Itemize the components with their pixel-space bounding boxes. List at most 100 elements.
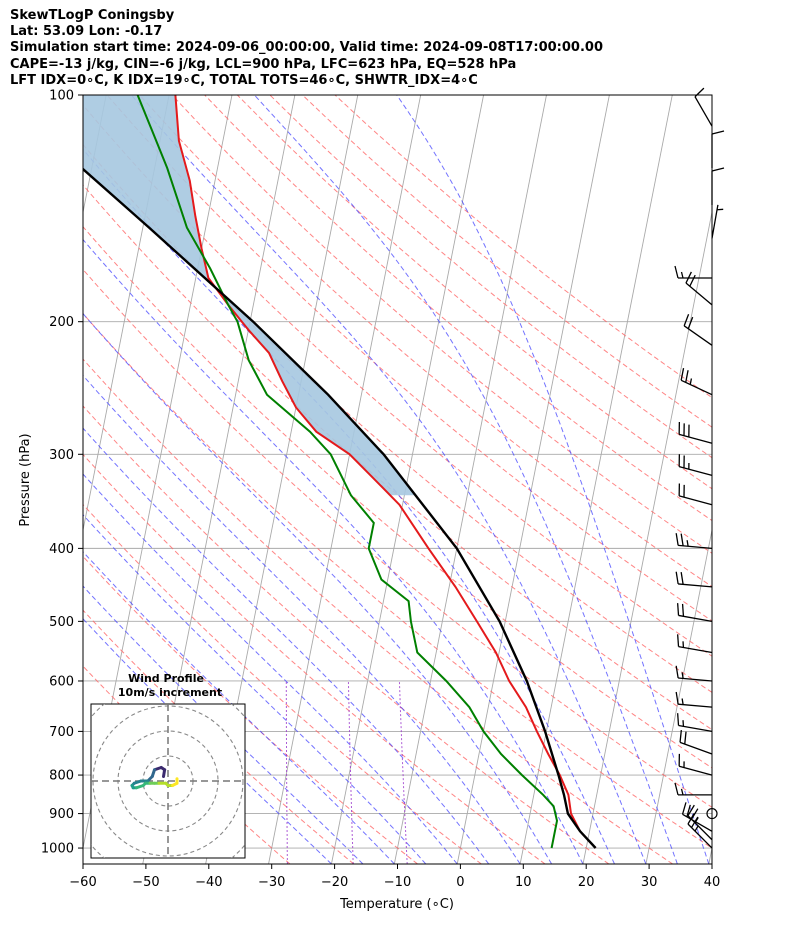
moist-adiabat-line — [83, 427, 490, 864]
moist-adiabat-line — [83, 312, 553, 864]
barb-staff — [678, 433, 713, 444]
hodograph-rings — [91, 704, 245, 858]
dry-adiabat-line — [83, 609, 355, 864]
x-tick-label: 40 — [704, 875, 721, 890]
dry-adiabat-line — [83, 358, 673, 864]
dry-adiabat-line — [236, 95, 712, 490]
barb-staff — [678, 765, 713, 776]
inset-subtitle: 10m/s increment — [118, 686, 222, 699]
dry-adiabat-line — [83, 555, 418, 864]
dry-adiabat-line — [106, 95, 712, 622]
barb-staff — [678, 645, 713, 654]
wind-barbs — [674, 87, 725, 849]
barb-staff — [678, 583, 713, 588]
barb-staff — [678, 724, 713, 733]
moist-adiabat-line — [83, 473, 458, 864]
barb-flag — [683, 314, 690, 327]
cape-line: CAPE=-13 j/kg, CIN=-6 j/kg, LCL=900 hPa,… — [10, 56, 517, 72]
wind-barb — [706, 807, 718, 820]
wind-barb — [679, 729, 713, 755]
wind-barb — [674, 782, 712, 796]
y-tick-label: 300 — [49, 448, 74, 463]
dry-adiabat-line — [139, 95, 712, 588]
barb-staff — [678, 703, 713, 708]
barb-flag — [687, 804, 695, 817]
barb-half-flag — [681, 698, 684, 705]
wind-barb — [694, 87, 713, 127]
x-tick-label: 0 — [456, 875, 464, 890]
hodograph-trace — [130, 766, 179, 790]
barb-flag — [684, 731, 687, 745]
x-tick-label: −20 — [321, 875, 348, 890]
wind-barb — [678, 454, 713, 477]
wind-barb — [674, 265, 712, 279]
y-tick-label: 1000 — [41, 842, 74, 857]
barb-flag — [687, 316, 694, 329]
barb-flag — [711, 130, 725, 135]
barb-staff — [694, 96, 713, 127]
barb-staff — [682, 813, 713, 832]
chart-header: SkewTLogP Coningsby Lat: 53.09 Lon: -0.1… — [10, 8, 603, 89]
barb-half-flag — [689, 378, 693, 385]
wind-barb — [675, 571, 713, 588]
moist-adiabat-line — [83, 585, 364, 864]
dry-adiabat-line — [83, 184, 712, 731]
x-axis-label: Temperature (∘C) — [339, 897, 454, 912]
isotherm-line — [772, 95, 794, 864]
barb-staff — [678, 495, 713, 506]
y-axis-label: Pressure (hPa) — [18, 433, 33, 526]
barb-staff — [678, 677, 713, 682]
barb-flag — [690, 808, 699, 820]
dry-adiabat-line — [83, 503, 482, 864]
barb-half-flag — [680, 788, 684, 796]
barb-staff — [678, 614, 713, 622]
wind-barb — [681, 802, 713, 832]
chart-title: SkewTLogP Coningsby — [10, 8, 175, 23]
barb-staff — [678, 465, 713, 477]
wind-barb — [675, 665, 713, 682]
x-axis-ticks: −60 −50 −40 −30 −20 −10 0 10 20 30 40 — [69, 864, 720, 890]
barb-flag — [711, 167, 725, 172]
barb-flag — [679, 729, 682, 743]
wind-barb — [676, 603, 713, 622]
barb-staff — [711, 204, 719, 239]
barb-flag — [676, 713, 680, 726]
dewpoint-line — [136, 95, 559, 849]
barb-flag — [675, 691, 679, 705]
barb-flag — [680, 368, 685, 381]
x-tick-label: −50 — [132, 875, 159, 890]
wind-barb — [711, 204, 724, 239]
dry-adiabat-line — [269, 95, 712, 459]
mixing-ratio-line — [285, 681, 288, 864]
x-tick-label: −30 — [258, 875, 285, 890]
isotherm-line — [83, 95, 107, 215]
barb-flag — [674, 265, 679, 279]
dry-adiabat-line — [83, 453, 546, 864]
y-tick-label: 900 — [49, 807, 74, 822]
barb-staff — [687, 823, 713, 849]
cape-area — [83, 95, 416, 496]
moist-adiabat-line — [130, 95, 647, 864]
dry-adiabat-line — [83, 405, 610, 864]
barb-staff — [685, 282, 713, 306]
x-tick-label: 30 — [641, 875, 658, 890]
isotherm-line — [331, 95, 485, 864]
indices-line: LFT IDX=0∘C, K IDX=19∘C, TOTAL TOTS=46∘C… — [10, 72, 478, 88]
wind-barb — [676, 713, 713, 733]
y-tick-label: 200 — [49, 315, 74, 330]
dry-adiabat-line — [171, 95, 712, 554]
moist-adiabats — [83, 95, 710, 864]
time-line: Simulation start time: 2024-09-06_00:00:… — [10, 40, 603, 56]
mixing-ratio-line — [347, 680, 354, 864]
isotherm-line — [519, 95, 673, 864]
temperature-line — [174, 95, 597, 849]
wind-barb — [711, 130, 725, 168]
barb-flag — [686, 804, 691, 817]
dry-adiabat-line — [83, 312, 712, 849]
y-axis-ticks: 100 200 300 400 500 600 700 800 900 1000 — [41, 89, 83, 857]
wind-barb — [711, 167, 725, 206]
x-tick-label: 10 — [515, 875, 532, 890]
x-tick-label: −40 — [195, 875, 222, 890]
barb-flag — [685, 370, 689, 383]
